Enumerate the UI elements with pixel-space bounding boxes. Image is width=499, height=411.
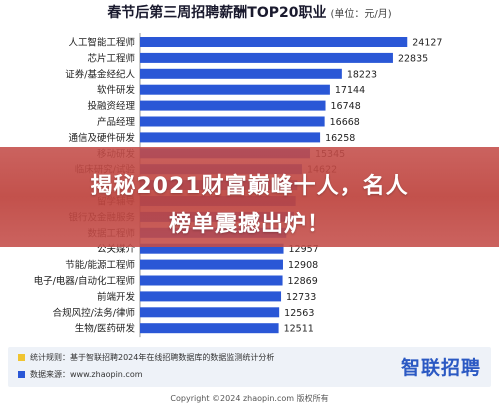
value-label: 18223: [347, 69, 377, 80]
bar: [140, 52, 393, 63]
value-label: 12869: [288, 276, 318, 287]
value-label: 12563: [284, 308, 314, 319]
bar: [140, 68, 342, 79]
copyright: Copyright ©2024 zhaopin.com 版权所有: [170, 394, 329, 403]
bar: [140, 243, 284, 254]
value-label: 24127: [412, 38, 442, 49]
chart-title: 春节后第三周招聘薪酬TOP20职业 (单位：元/月): [0, 2, 499, 22]
category-label: 产品经理: [97, 116, 136, 128]
value-label: 16668: [330, 117, 360, 128]
bar: [140, 132, 321, 143]
bar: [140, 291, 282, 302]
value-label: 16748: [331, 101, 361, 112]
headline-line-2: 榜单震撼出炉！: [168, 212, 330, 237]
headline-line-1: 揭秘2021财富巅峰十人，名人: [90, 174, 409, 199]
yellow-swatch-icon: [18, 354, 25, 361]
category-label: 电子/电器/自动化工程师: [34, 275, 135, 287]
bar: [140, 37, 408, 47]
category-label: 合规风控/法务/律师: [53, 307, 135, 319]
footer-notes: 统计规则：基于智联招聘2024年在线招聘数据库的数据监测统计分析 数据来源：ww…: [8, 347, 491, 387]
note-source-text: 数据来源：www.zhaopin.com: [30, 370, 143, 379]
chart-title-text: 春节后第三周招聘薪酬TOP20职业: [107, 5, 327, 21]
category-label: 前端开发: [97, 291, 136, 303]
note-source: 数据来源：www.zhaopin.com: [18, 369, 143, 380]
bar: [140, 116, 325, 127]
value-label: 12733: [286, 292, 316, 303]
category-label: 软件研发: [97, 84, 136, 96]
bar: [140, 275, 283, 286]
chart-unit: (单位：元/月): [330, 9, 392, 20]
bar: [140, 323, 279, 334]
category-label: 生物/医药研发: [75, 323, 136, 335]
note-rule-text: 统计规则：基于智联招聘2024年在线招聘数据库的数据监测统计分析: [30, 353, 275, 362]
value-label: 22835: [398, 53, 428, 64]
value-label: 12908: [288, 260, 318, 271]
value-label: 17144: [335, 85, 365, 96]
category-label: 节能/能源工程师: [65, 259, 135, 271]
bar: [140, 84, 330, 95]
value-label: 12511: [284, 324, 314, 335]
bar: [140, 100, 326, 111]
value-label: 12957: [289, 244, 319, 255]
category-label: 人工智能工程师: [68, 37, 135, 49]
value-label: 16258: [325, 133, 355, 144]
bar: [140, 259, 283, 270]
blue-swatch-icon: [18, 371, 25, 378]
note-rule: 统计规则：基于智联招聘2024年在线招聘数据库的数据监测统计分析: [18, 352, 274, 363]
zhaopin-logo: 智联招聘: [400, 357, 481, 379]
category-label: 通信及硬件研发: [68, 132, 135, 144]
category-label: 投融资经理: [87, 100, 135, 112]
category-label: 证券/基金经纪人: [65, 68, 135, 80]
bar: [140, 307, 280, 318]
category-label: 芯片工程师: [87, 52, 135, 64]
headline-banner: [0, 147, 499, 247]
